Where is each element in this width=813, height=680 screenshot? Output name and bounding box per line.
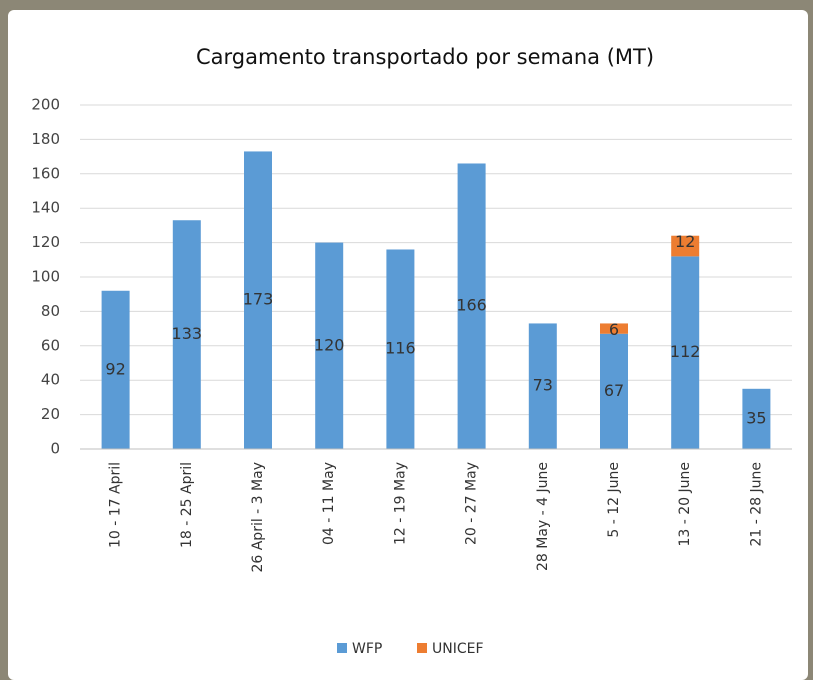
y-tick-label: 160 [31, 164, 60, 182]
data-label: 6 [609, 320, 619, 339]
y-tick-label: 180 [31, 130, 60, 148]
y-tick-label: 0 [50, 440, 60, 458]
chart-title: Cargamento transportado por semana (MT) [196, 45, 654, 69]
data-label: 120 [314, 335, 345, 354]
data-label: 166 [456, 296, 487, 315]
legend-label: UNICEF [432, 641, 484, 657]
y-tick-label: 40 [41, 371, 60, 389]
x-tick-label: 28 May - 4 June [535, 462, 551, 571]
y-tick-label: 140 [31, 199, 60, 217]
x-tick-label: 10 - 17 April [108, 462, 124, 548]
data-label: 12 [675, 232, 695, 251]
y-tick-label: 120 [31, 233, 60, 251]
data-label: 67 [604, 381, 624, 400]
x-tick-label: 26 April - 3 May [250, 462, 266, 573]
x-tick-label: 21 - 28 June [748, 462, 764, 547]
data-label: 173 [243, 290, 274, 309]
x-tick-label: 12 - 19 May [392, 462, 408, 545]
legend-swatch [337, 643, 347, 653]
y-tick-label: 20 [41, 405, 60, 423]
data-label: 116 [385, 339, 416, 358]
data-label: 92 [105, 359, 125, 378]
y-tick-label: 200 [31, 96, 60, 114]
y-tick-label: 100 [31, 268, 60, 286]
chart: Cargamento transportado por semana (MT) … [0, 0, 813, 680]
x-tick-label: 20 - 27 May [464, 462, 480, 545]
data-label: 73 [533, 376, 553, 395]
data-label: 35 [746, 408, 766, 427]
legend-swatch [417, 643, 427, 653]
y-tick-label: 80 [41, 302, 60, 320]
y-tick-label: 60 [41, 336, 60, 354]
data-label: 112 [670, 342, 701, 361]
x-tick-label: 5 - 12 June [606, 462, 622, 538]
page: {"chart_data": {"type": "stacked-bar", "… [0, 0, 813, 680]
x-tick-label: 18 - 25 April [179, 462, 195, 548]
legend-label: WFP [352, 641, 382, 657]
data-label: 133 [172, 324, 203, 343]
x-tick-label: 04 - 11 May [321, 462, 337, 545]
x-tick-label: 13 - 20 June [677, 462, 693, 547]
